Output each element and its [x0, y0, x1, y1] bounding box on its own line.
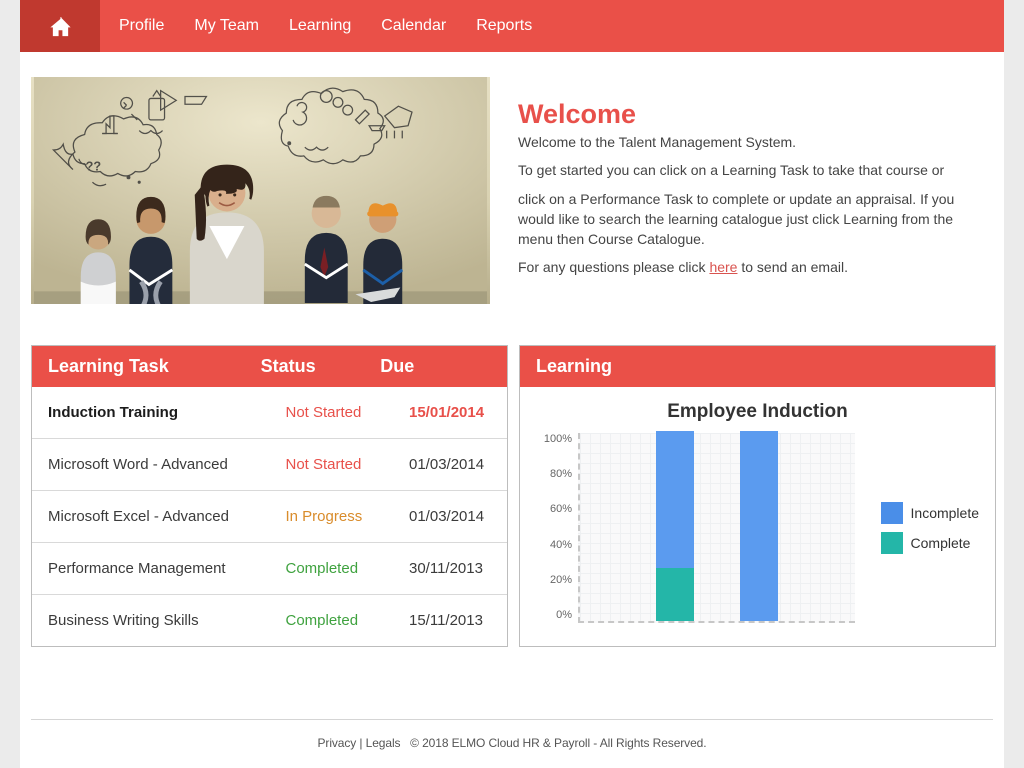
svg-text:??: ??	[86, 160, 101, 174]
